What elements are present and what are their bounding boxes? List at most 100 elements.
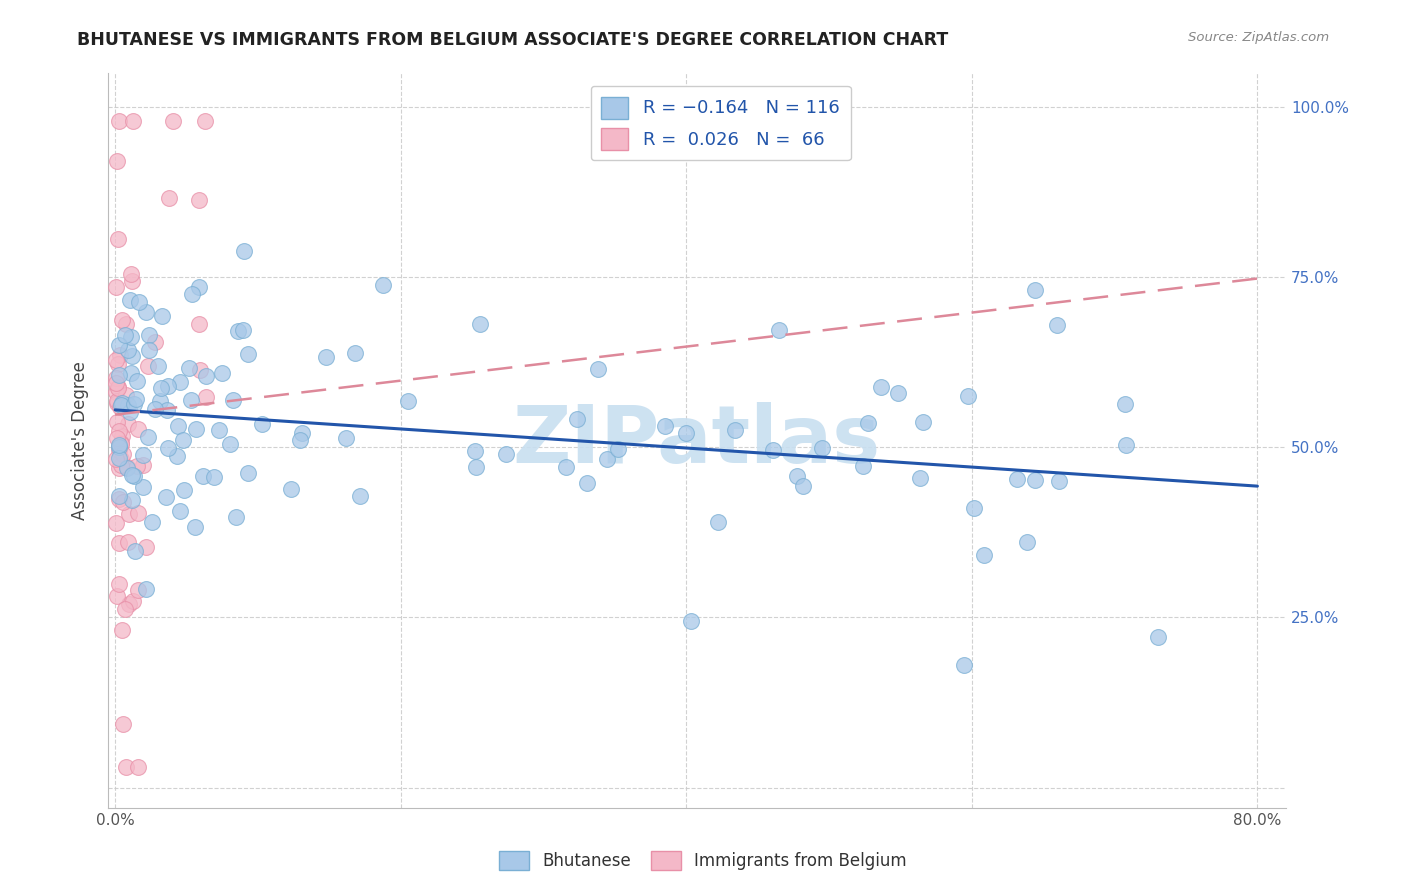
Point: [127, 458, 149, 473]
Point: [110, 396, 132, 410]
Point: [112, 447, 135, 461]
Point: [575, 476, 598, 491]
Point: [236, 346, 259, 360]
Point: [104, 376, 127, 390]
Point: [115, 461, 138, 475]
Point: [105, 154, 128, 169]
Point: [104, 516, 127, 530]
Point: [122, 397, 145, 411]
Point: [135, 305, 157, 319]
Point: [1007, 472, 1029, 486]
Legend: R = −0.164   N = 116, R =  0.026   N =  66: R = −0.164 N = 116, R = 0.026 N = 66: [591, 86, 851, 161]
Point: [280, 483, 302, 497]
Point: [105, 589, 128, 603]
Point: [1024, 473, 1046, 487]
Point: [495, 447, 517, 461]
Point: [856, 416, 879, 430]
Point: [173, 483, 195, 497]
Text: Source: ZipAtlas.com: Source: ZipAtlas.com: [1188, 31, 1329, 45]
Point: [565, 411, 588, 425]
Point: [110, 398, 132, 412]
Point: [181, 287, 204, 301]
Point: [290, 433, 312, 447]
Point: [121, 274, 143, 288]
Point: [155, 490, 177, 504]
Point: [681, 614, 703, 628]
Point: [120, 366, 142, 380]
Point: [468, 317, 491, 331]
Point: [179, 361, 201, 376]
Text: BHUTANESE VS IMMIGRANTS FROM BELGIUM ASSOCIATE'S DEGREE CORRELATION CHART: BHUTANESE VS IMMIGRANTS FROM BELGIUM ASS…: [77, 31, 949, 49]
Point: [107, 381, 129, 395]
Point: [104, 280, 127, 294]
Point: [162, 113, 184, 128]
Point: [131, 480, 153, 494]
Point: [120, 329, 142, 343]
Point: [1115, 438, 1137, 452]
Point: [194, 390, 217, 404]
Point: [108, 437, 131, 451]
Point: [115, 388, 138, 402]
Point: [135, 582, 157, 597]
Point: [724, 423, 747, 437]
Point: [108, 451, 131, 466]
Point: [141, 515, 163, 529]
Point: [146, 359, 169, 373]
Point: [108, 536, 131, 550]
Point: [1047, 474, 1070, 488]
Point: [464, 444, 486, 458]
Point: [131, 448, 153, 462]
Point: [135, 540, 157, 554]
Point: [127, 422, 149, 436]
Point: [150, 309, 173, 323]
Point: [186, 422, 208, 436]
Point: [125, 374, 148, 388]
Point: [128, 295, 150, 310]
Point: [852, 458, 875, 473]
Point: [122, 113, 145, 128]
Point: [349, 489, 371, 503]
Point: [118, 597, 141, 611]
Point: [143, 335, 166, 350]
Point: [115, 760, 138, 774]
Point: [156, 403, 179, 417]
Point: [107, 232, 129, 246]
Point: [187, 279, 209, 293]
Point: [121, 493, 143, 508]
Point: [118, 507, 141, 521]
Point: [1147, 630, 1170, 644]
Point: [188, 317, 211, 331]
Point: [111, 624, 134, 638]
Point: [957, 389, 980, 403]
Point: [238, 466, 260, 480]
Point: [107, 424, 129, 438]
Point: [169, 504, 191, 518]
Point: [768, 323, 790, 337]
Point: [250, 417, 273, 431]
Point: [107, 357, 129, 371]
Point: [136, 430, 159, 444]
Point: [910, 471, 932, 485]
Point: [111, 428, 134, 442]
Point: [184, 519, 207, 533]
Point: [973, 548, 995, 562]
Point: [105, 384, 128, 399]
Point: [108, 461, 131, 475]
Point: [233, 244, 256, 259]
Point: [190, 362, 212, 376]
Point: [105, 394, 128, 409]
Point: [792, 479, 814, 493]
Point: [127, 582, 149, 597]
Point: [172, 433, 194, 447]
Point: [105, 432, 128, 446]
Point: [124, 544, 146, 558]
Point: [108, 442, 131, 457]
Point: [110, 458, 132, 472]
Point: [108, 577, 131, 591]
Point: [204, 470, 226, 484]
Point: [952, 658, 974, 673]
Point: [1024, 283, 1046, 297]
Point: [111, 312, 134, 326]
Point: [110, 451, 132, 466]
Point: [105, 352, 128, 367]
